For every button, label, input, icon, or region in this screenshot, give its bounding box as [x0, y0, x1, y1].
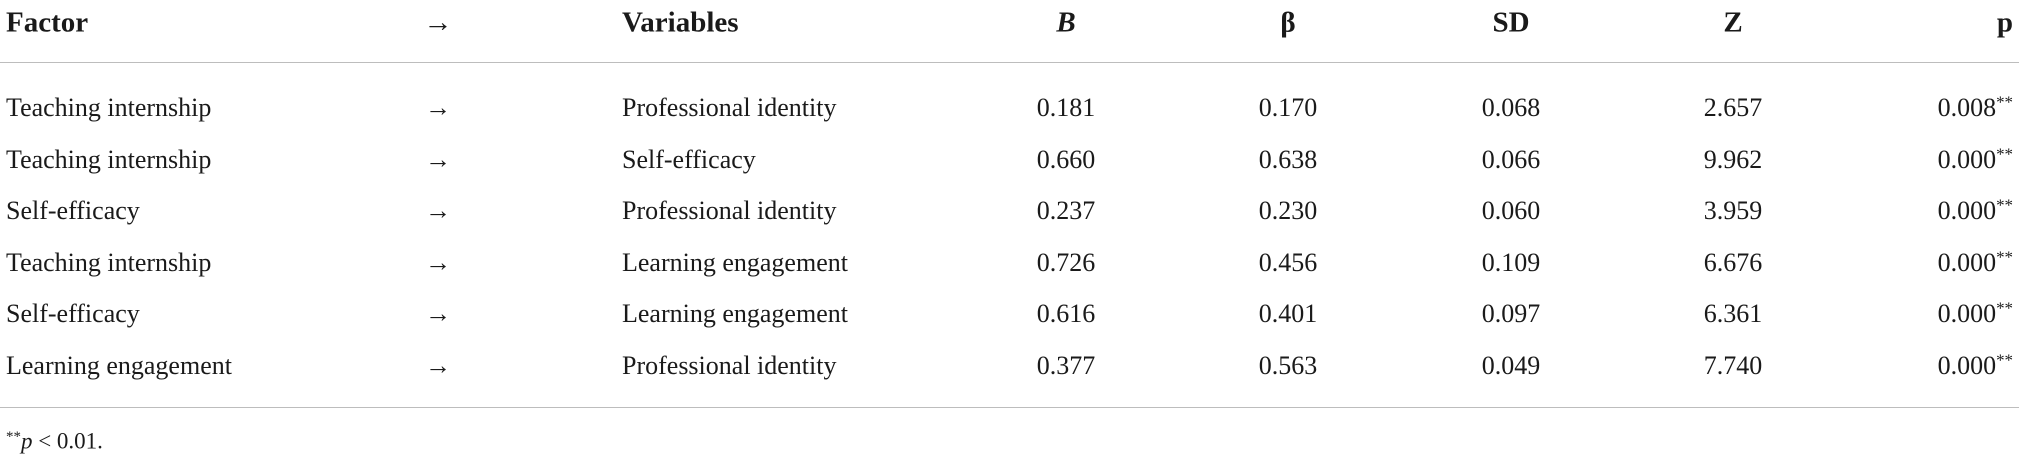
significance-marker: ** — [1996, 247, 2013, 267]
significance-marker: ** — [1996, 195, 2013, 215]
footnote-marker: ** — [6, 429, 21, 446]
z-value: 7.740 — [1703, 350, 1763, 380]
sd-value: 0.109 — [1481, 247, 1541, 277]
z-value-header: Z — [1723, 6, 1743, 39]
arrow: → — [425, 93, 451, 122]
z-value: 6.361 — [1703, 299, 1763, 328]
b-value: 0.616 — [1036, 299, 1096, 328]
variable: Professional identity — [622, 350, 837, 380]
p-number: 0.000 — [1937, 247, 1997, 277]
footnote: **p < 0.01. — [6, 430, 103, 453]
variable: Learning engagement — [622, 247, 848, 277]
beta-value: 0.230 — [1258, 196, 1318, 225]
p-value: 0.000** — [1937, 144, 2013, 174]
arrow: → — [425, 299, 451, 328]
beta-value: 0.563 — [1258, 350, 1318, 380]
factor-header: Factor — [6, 6, 89, 39]
p-number: 0.000 — [1937, 350, 1997, 380]
factor: Teaching internship — [6, 144, 212, 174]
arrow-header: → — [423, 6, 453, 39]
b-value: 0.726 — [1036, 247, 1096, 277]
variable: Professional identity — [622, 93, 837, 122]
p-number: 0.000 — [1937, 299, 1997, 328]
sd-value-header: SD — [1492, 6, 1530, 39]
z-value: 3.959 — [1703, 196, 1763, 225]
beta-value: 0.401 — [1258, 299, 1318, 328]
arrow: → — [425, 144, 451, 174]
p-number: 0.008 — [1937, 93, 1997, 122]
header-rule — [0, 62, 2019, 63]
arrow: → — [425, 247, 451, 277]
factor: Teaching internship — [6, 93, 212, 122]
factor: Learning engagement — [6, 350, 232, 380]
b-value: 0.377 — [1036, 350, 1096, 380]
p-value: 0.008** — [1937, 92, 2013, 122]
sd-value: 0.097 — [1481, 299, 1541, 328]
significance-marker: ** — [1996, 298, 2013, 318]
b-value: 0.181 — [1036, 93, 1096, 122]
p-value: 0.000** — [1937, 195, 2013, 225]
significance-marker: ** — [1996, 144, 2013, 164]
p-number: 0.000 — [1937, 196, 1997, 225]
variable: Learning engagement — [622, 299, 848, 328]
beta-value: 0.170 — [1258, 93, 1318, 122]
sd-value: 0.068 — [1481, 93, 1541, 122]
sd-value: 0.060 — [1481, 196, 1541, 225]
arrow: → — [425, 196, 451, 225]
variable-header: Variables — [622, 6, 739, 39]
b-value-header: B — [1056, 6, 1076, 39]
factor: Self-efficacy — [6, 196, 140, 225]
b-value: 0.237 — [1036, 196, 1096, 225]
sd-value: 0.049 — [1481, 350, 1541, 380]
variable: Self-efficacy — [622, 144, 756, 174]
beta-value-header: β — [1280, 6, 1296, 39]
beta-value: 0.638 — [1258, 144, 1318, 174]
arrow: → — [425, 350, 451, 380]
footnote-symbol: p — [20, 428, 33, 454]
z-value: 2.657 — [1703, 93, 1763, 122]
significance-marker: ** — [1996, 92, 2013, 112]
z-value: 9.962 — [1703, 144, 1763, 174]
p-value: 0.000** — [1937, 247, 2013, 277]
factor: Teaching internship — [6, 247, 212, 277]
p-number: 0.000 — [1937, 144, 1997, 174]
variable: Professional identity — [622, 196, 837, 225]
p-value-header: p — [1996, 6, 2013, 39]
sd-value: 0.066 — [1481, 144, 1541, 174]
b-value: 0.660 — [1036, 144, 1096, 174]
factor: Self-efficacy — [6, 299, 140, 328]
beta-value: 0.456 — [1258, 247, 1318, 277]
z-value: 6.676 — [1703, 247, 1763, 277]
bottom-rule — [0, 407, 2019, 408]
p-value: 0.000** — [1937, 298, 2013, 328]
significance-marker: ** — [1996, 350, 2013, 370]
p-value: 0.000** — [1937, 350, 2013, 380]
footnote-text: < 0.01. — [32, 428, 103, 454]
